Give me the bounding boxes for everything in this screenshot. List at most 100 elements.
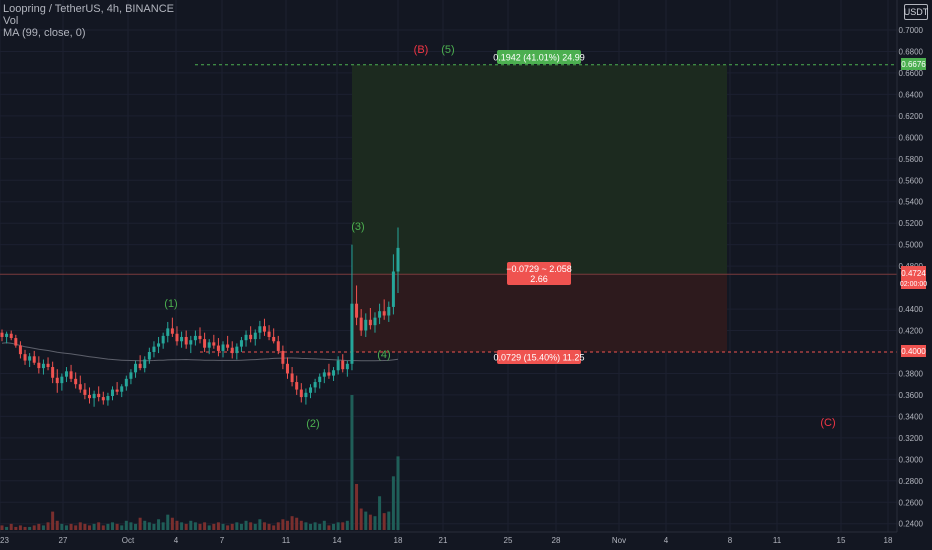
volume-bar (396, 456, 400, 530)
moving-average (1, 342, 399, 362)
time-tick-label: 14 (333, 536, 342, 545)
candle-body (189, 340, 193, 345)
price-tick-label: 0.5800 (899, 155, 924, 164)
volume-bar (216, 522, 220, 530)
candle-body (124, 378, 128, 387)
candle-body (83, 389, 87, 395)
volume-bar (129, 522, 133, 530)
wave-label-3[interactable]: (3) (351, 221, 364, 233)
price-tick-label: 0.6600 (899, 69, 924, 78)
ma-indicator-title[interactable]: MA (99, close, 0) (3, 27, 86, 39)
candle-body (341, 360, 345, 370)
candle-body (46, 363, 50, 368)
volume-bar (161, 522, 165, 530)
volume-bar (244, 520, 248, 530)
price-tick-label: 0.2800 (899, 477, 924, 486)
volume-bar (332, 523, 336, 530)
wave-label-1[interactable]: (1) (164, 298, 177, 310)
symbol-title[interactable]: Loopring / TetherUS, 4h, BINANCE (3, 3, 174, 15)
volume-bar (5, 526, 9, 530)
volume-bar (276, 522, 280, 530)
time-axis[interactable]: 23 27 Oct 4 7 11 14 18 21 25 28 Nov 4 8 11 15 18 (0, 531, 897, 545)
volume-bar (180, 522, 184, 530)
volume-bar (166, 514, 170, 530)
wave-label-c[interactable]: (C) (820, 417, 835, 429)
wave-label-b[interactable]: (B) (414, 44, 429, 56)
candle-body (170, 328, 174, 334)
time-tick-label: 11 (282, 536, 291, 545)
volume-bar (313, 522, 317, 530)
volume-bar (350, 395, 354, 530)
volume-bar (281, 519, 285, 530)
volume-indicator-title[interactable]: Vol (3, 15, 19, 27)
candle-body (152, 346, 156, 352)
candle-body (350, 303, 354, 364)
volume-bar (124, 520, 128, 530)
candle-body (262, 326, 266, 332)
volume-bar (14, 526, 18, 530)
candle-body (184, 336, 188, 345)
candle-body (226, 344, 230, 348)
volume-bar (115, 523, 119, 530)
wave-label-5[interactable]: (5) (441, 44, 454, 56)
loss-zone[interactable] (352, 274, 727, 352)
price-tick-label: 0.5000 (899, 241, 924, 250)
candle-body (18, 345, 22, 355)
candle-body (309, 387, 313, 393)
risk-reward-label[interactable]: −0.0729 ~ 2.058 2.66 (506, 262, 572, 285)
candle-body (235, 346, 239, 354)
volume-bar (299, 520, 303, 530)
currency-badge[interactable]: USDT (904, 4, 928, 20)
loss-label-text: 0.0729 (15.40%) 11.25 (494, 353, 585, 363)
loss-label[interactable]: 0.0729 (15.40%) 11.25 (494, 350, 585, 364)
candle-body (147, 352, 151, 360)
candle-body (175, 333, 179, 342)
profit-label[interactable]: 0.1942 (41.01%) 24.99 (493, 50, 585, 64)
candle-body (157, 343, 161, 347)
volume-bar (101, 525, 105, 530)
volume-bar (106, 523, 110, 530)
profit-zone[interactable] (352, 64, 727, 275)
candle-body (267, 331, 271, 337)
volume-bar (212, 523, 216, 530)
price-tick-label: 0.3000 (899, 455, 924, 464)
volume-bar (23, 526, 27, 530)
volume-bar (64, 525, 68, 530)
volume-bar (235, 522, 239, 530)
candle-body (281, 350, 285, 364)
candle-body (382, 311, 386, 316)
candle-body (253, 332, 257, 340)
volume-bar (198, 523, 202, 530)
time-tick-label: 4 (664, 536, 669, 545)
volume-bar (239, 523, 243, 530)
candle-body (387, 306, 391, 316)
profit-label-bg (497, 50, 581, 64)
candle-body (64, 371, 68, 377)
wave-label-4[interactable]: (4) (377, 349, 390, 361)
candle-body (134, 363, 138, 373)
price-tick-label: 0.3600 (899, 391, 924, 400)
volume-bar (46, 522, 50, 530)
volume-bar (0, 525, 4, 530)
candle-body (212, 342, 216, 346)
volume-bar (304, 522, 308, 530)
wave-label-2[interactable]: (2) (306, 418, 319, 430)
time-tick-label: 4 (174, 536, 179, 545)
volume-bar (322, 520, 326, 530)
candle-body (115, 389, 119, 392)
candle-body (318, 376, 322, 383)
candle-body (198, 335, 202, 340)
candle-body (138, 363, 142, 369)
volume-bar (327, 525, 331, 530)
volume-bar (18, 525, 22, 530)
volume-bar (51, 511, 55, 530)
price-tick-label: 0.6200 (899, 112, 924, 121)
volume-bar (193, 522, 197, 530)
volume-bar (364, 511, 368, 530)
target-price-tag: 0.6676 (901, 58, 926, 70)
target-price-tag-text: 0.6676 (901, 60, 926, 69)
volume-bar (69, 523, 73, 530)
volume-bar (152, 523, 156, 530)
volume-bar (359, 508, 363, 530)
